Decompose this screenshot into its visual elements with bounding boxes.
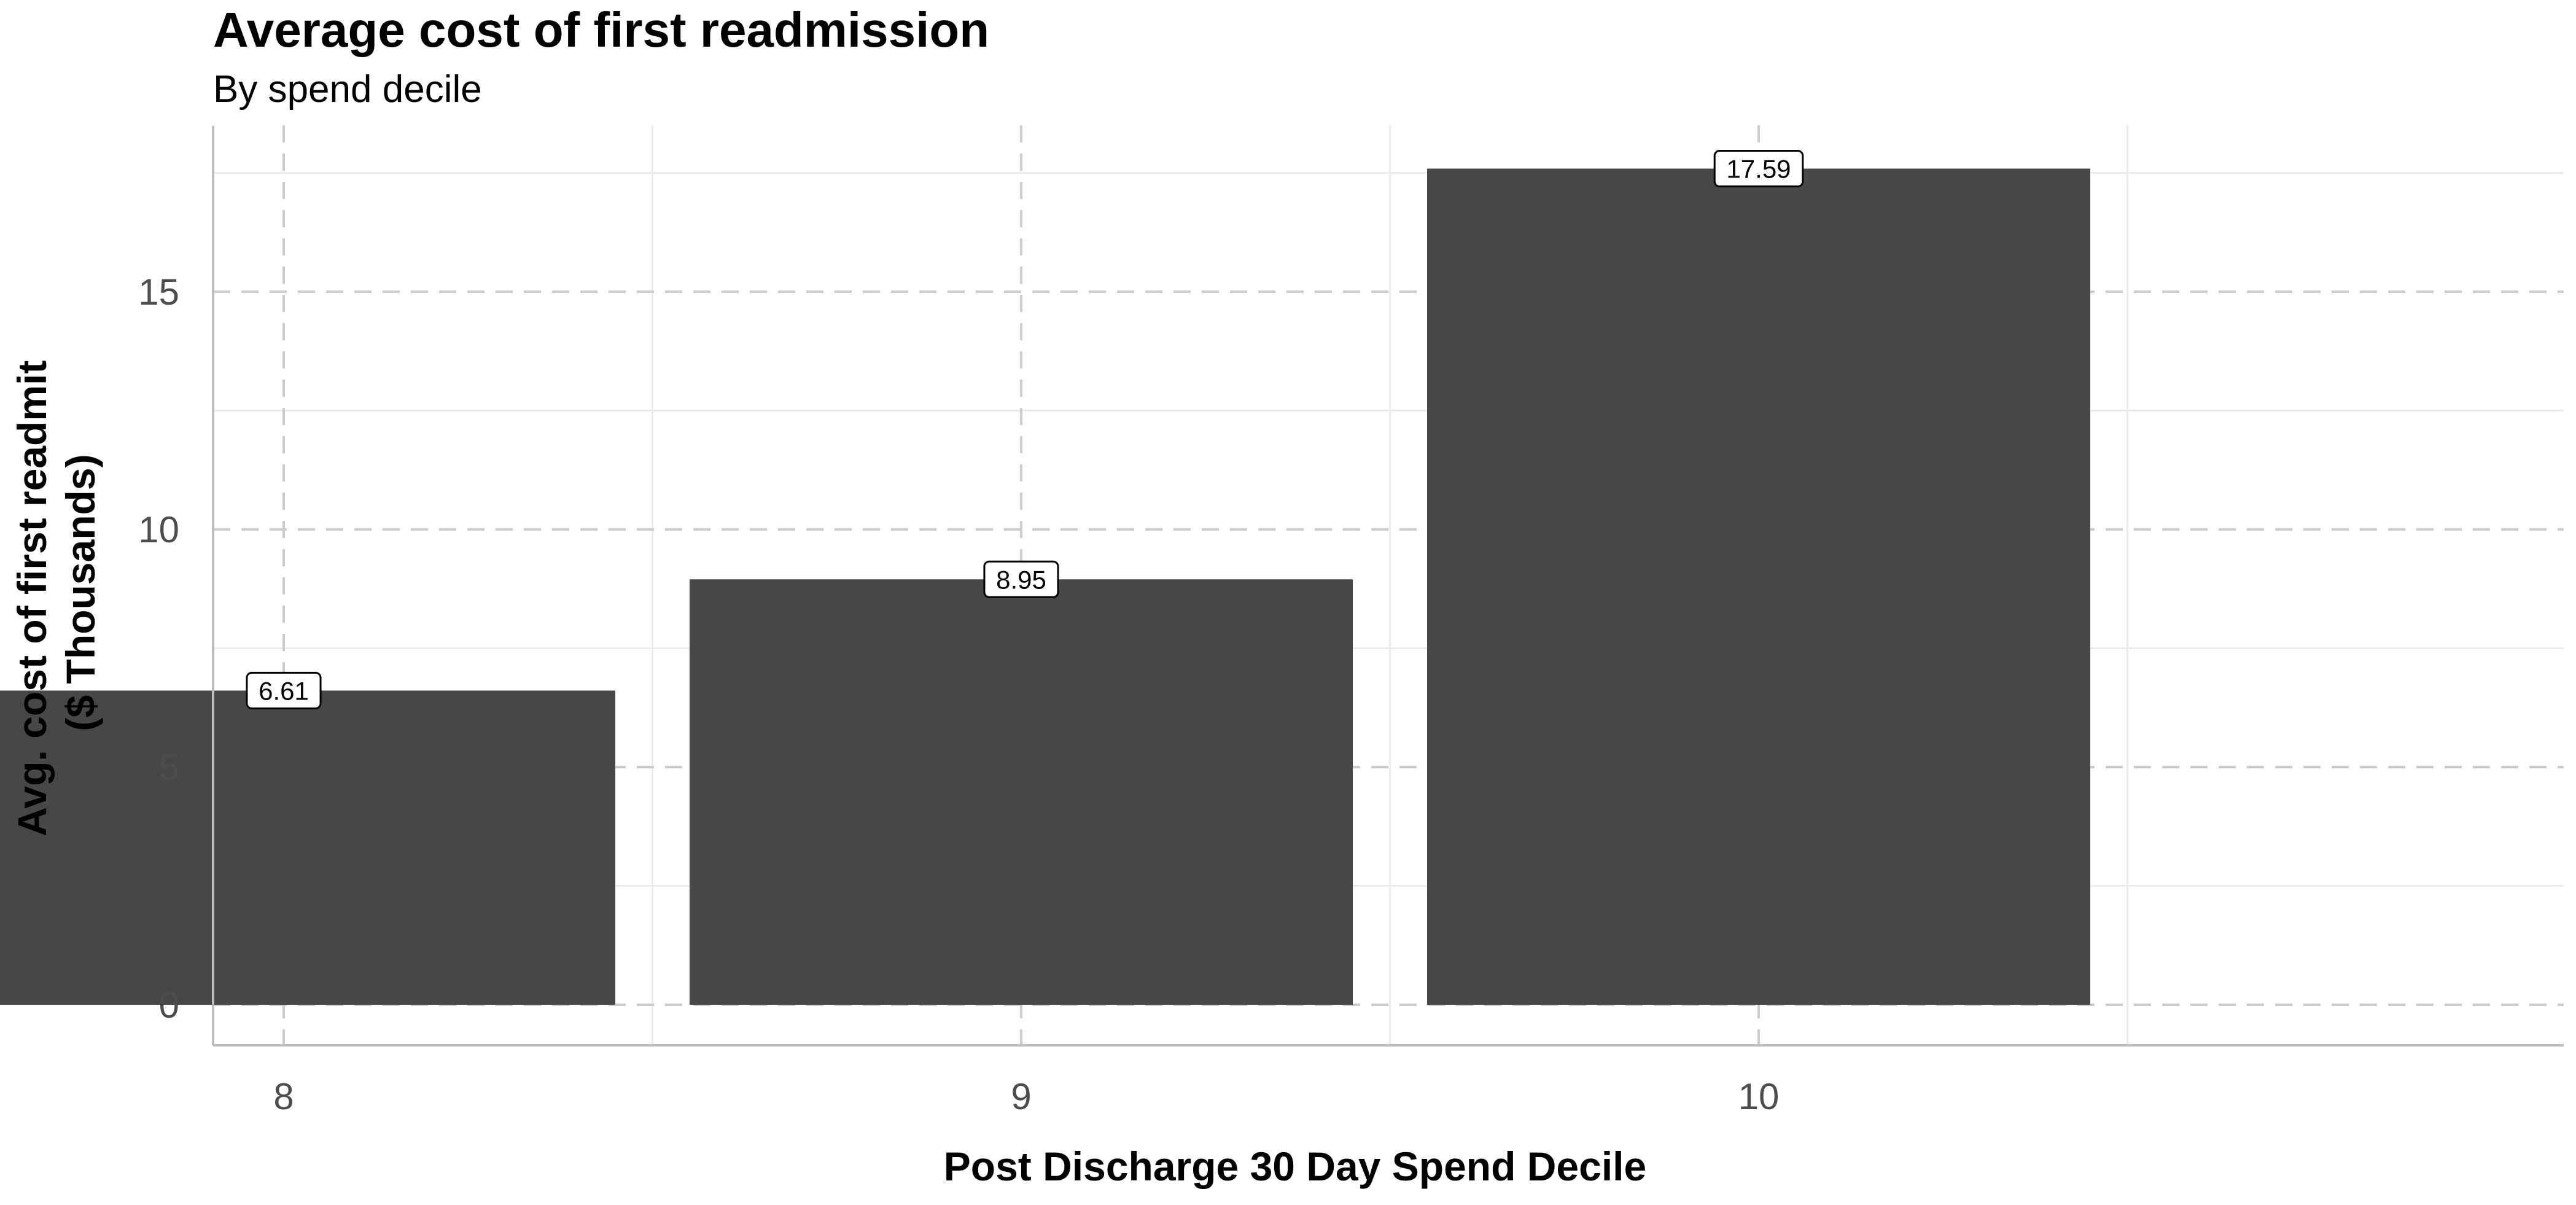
- y-tick-label: 0: [159, 985, 179, 1026]
- bar-8: [0, 690, 615, 1005]
- y-axis-title-line-2: ($ Thousands): [58, 454, 103, 731]
- data-label-box: [246, 671, 322, 709]
- y-axis-title-line-1: Avg. cost of first readmit: [9, 361, 55, 836]
- y-axis-title: Avg. cost of first readmit ($ Thousands): [9, 349, 103, 836]
- axes: 0 5 10 15 8 9 10: [138, 126, 2564, 1117]
- y-tick-label: 10: [138, 509, 179, 550]
- data-label-box: [983, 560, 1059, 598]
- chart-subtitle: By spend decile: [213, 68, 482, 111]
- bars: [0, 168, 2090, 1005]
- data-label-box: [1713, 150, 1804, 188]
- chart-title: Average cost of first readmission: [213, 2, 989, 57]
- x-tick-label: 10: [1738, 1076, 1780, 1117]
- x-axis-title: Post Discharge 30 Day Spend Decile: [944, 1144, 1646, 1189]
- y-tick-labels: 0 5 10 15: [138, 271, 179, 1026]
- bar-labels: 6.61 8.95 17.59: [246, 150, 1804, 709]
- x-tick-labels: 8 9 10: [273, 1076, 1779, 1117]
- data-label: 8.95: [996, 565, 1046, 594]
- x-tick-label: 9: [1011, 1076, 1031, 1117]
- y-tick-label: 15: [138, 271, 179, 313]
- data-label: 6.61: [259, 677, 309, 706]
- plot-area: 6.61 8.95 17.59: [0, 125, 2564, 1047]
- data-label: 17.59: [1726, 155, 1791, 184]
- y-tick-label: 5: [159, 747, 179, 788]
- x-tick-label: 8: [273, 1076, 294, 1117]
- minor-grid: [213, 125, 2564, 1047]
- bar-10: [1427, 168, 2090, 1005]
- bar-9: [690, 579, 1353, 1005]
